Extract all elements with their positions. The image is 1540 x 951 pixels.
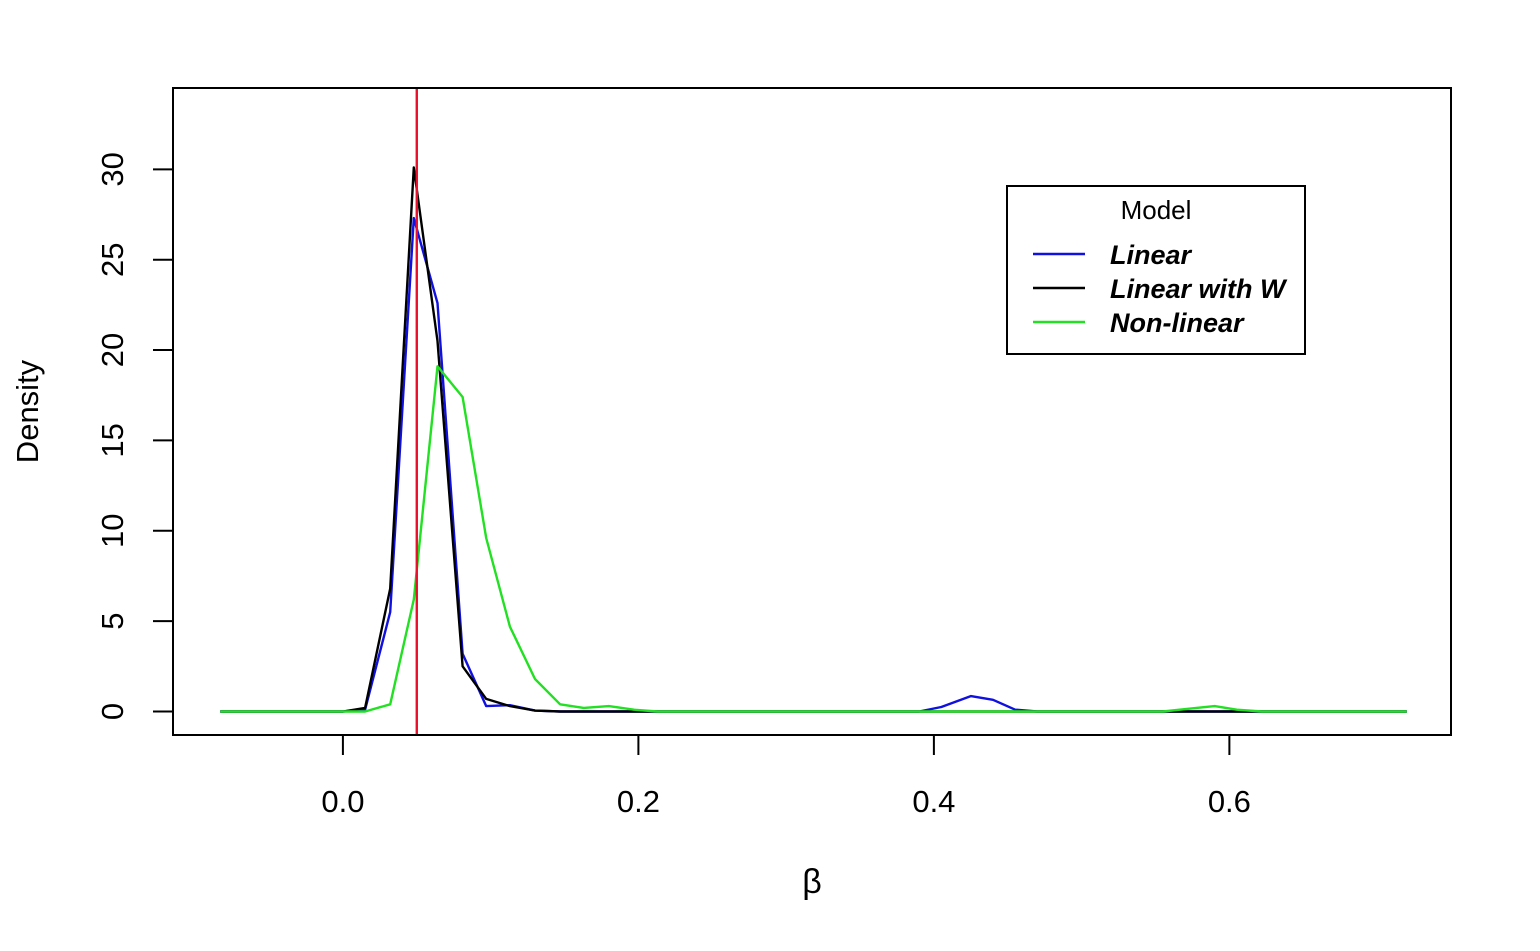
y-tick-label: 0 xyxy=(95,703,130,720)
y-tick-label: 10 xyxy=(95,514,130,548)
legend: Model Linear Linear with W Non-linear xyxy=(1006,185,1306,355)
legend-items: Linear Linear with W Non-linear xyxy=(1033,240,1288,338)
x-tick-label: 0.4 xyxy=(912,784,955,819)
series-layer xyxy=(220,88,1407,735)
x-tick-label: 0.6 xyxy=(1208,784,1251,819)
x-tick-label: 0.0 xyxy=(321,784,364,819)
x-axis-label: β xyxy=(802,863,822,901)
y-tick-label: 15 xyxy=(95,423,130,457)
y-tick-label: 20 xyxy=(95,333,130,367)
legend-title: Model xyxy=(1121,195,1192,225)
y-axis-label: Density xyxy=(10,359,45,463)
axes-layer: 0.0 0.2 0.4 0.6 0 5 10 15 20 25 30 xyxy=(95,152,1251,819)
legend-box xyxy=(1006,185,1306,355)
legend-label: Linear with W xyxy=(1110,274,1288,304)
y-tick-label: 25 xyxy=(95,242,130,276)
x-tick-label: 0.2 xyxy=(617,784,660,819)
series-line-non-linear xyxy=(220,365,1407,713)
plot-frame xyxy=(172,87,1452,736)
y-tick-label: 30 xyxy=(95,152,130,186)
legend-label: Linear xyxy=(1110,240,1193,270)
legend-label: Non-linear xyxy=(1110,308,1245,338)
y-tick-label: 5 xyxy=(95,613,130,630)
